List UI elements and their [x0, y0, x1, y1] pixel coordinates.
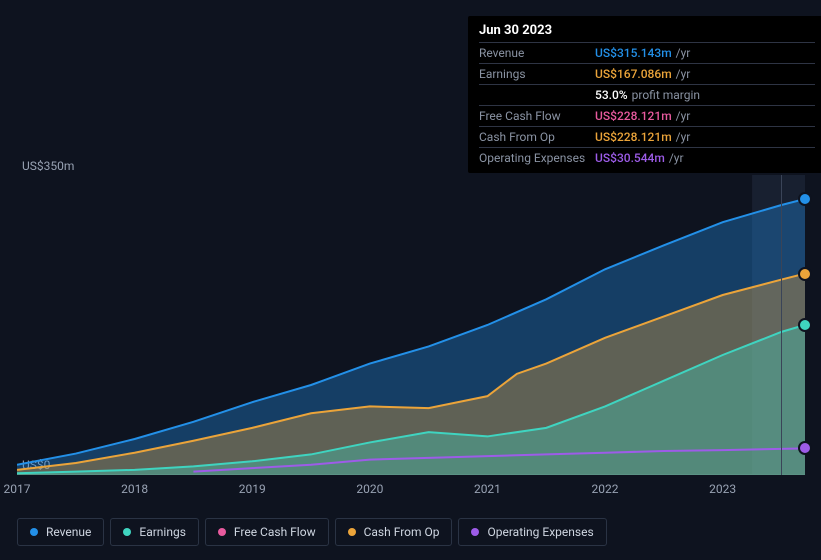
- legend-label: Earnings: [139, 525, 186, 539]
- tooltip-row: RevenueUS$315.143m/yr: [479, 42, 815, 63]
- legend-dot-icon: [348, 528, 356, 536]
- end-marker-cash_from_op: [798, 267, 812, 281]
- x-axis-label: 2018: [121, 482, 148, 496]
- tooltip-row-unit: profit margin: [632, 88, 700, 102]
- x-axis-label: 2020: [356, 482, 383, 496]
- tooltip-row-unit: /yr: [676, 46, 691, 60]
- tooltip-row-unit: /yr: [669, 151, 684, 165]
- legend-dot-icon: [471, 528, 479, 536]
- tooltip-row: 53.0% profit margin: [479, 84, 815, 105]
- chart-plot-area[interactable]: [17, 175, 805, 475]
- legend-item-opex[interactable]: Operating Expenses: [458, 518, 606, 546]
- tooltip-box: Jun 30 2023 RevenueUS$315.143m/yrEarning…: [468, 16, 821, 173]
- x-axis-label: 2023: [709, 482, 736, 496]
- legend-label: Operating Expenses: [487, 525, 593, 539]
- tooltip-row-value: 53.0%: [595, 88, 628, 102]
- legend-item-earnings[interactable]: Earnings: [110, 518, 199, 546]
- legend-label: Cash From Op: [364, 525, 440, 539]
- legend-label: Free Cash Flow: [234, 525, 316, 539]
- tooltip-row-label: Free Cash Flow: [479, 109, 595, 123]
- tooltip-row-label: Revenue: [479, 46, 595, 60]
- tooltip-row: Cash From OpUS$228.121m/yr: [479, 126, 815, 147]
- legend-dot-icon: [30, 528, 38, 536]
- x-axis-labels: 2017201820192020202120222023: [17, 482, 805, 502]
- tooltip-title: Jun 30 2023: [479, 23, 815, 38]
- tooltip-row: Operating ExpensesUS$30.544m/yr: [479, 147, 815, 168]
- legend-label: Revenue: [46, 525, 91, 539]
- tooltip-row-value: US$167.086m: [595, 67, 672, 81]
- tooltip-row-value: US$315.143m: [595, 46, 672, 60]
- x-axis-label: 2019: [239, 482, 266, 496]
- tooltip-row-unit: /yr: [676, 67, 691, 81]
- tooltip-row-value: US$228.121m: [595, 130, 672, 144]
- end-marker-earnings: [798, 318, 812, 332]
- tooltip-row: Free Cash FlowUS$228.121m/yr: [479, 105, 815, 126]
- x-axis-label: 2022: [592, 482, 619, 496]
- legend-dot-icon: [218, 528, 226, 536]
- hover-guideline: [781, 175, 782, 475]
- tooltip-row-label: Cash From Op: [479, 130, 595, 144]
- end-marker-revenue: [798, 192, 812, 206]
- y-axis-label-top: US$350m: [22, 159, 74, 173]
- tooltip-row-unit: /yr: [676, 130, 691, 144]
- tooltip-row-label: Earnings: [479, 67, 595, 81]
- x-axis-label: 2017: [4, 482, 31, 496]
- legend-item-fcf[interactable]: Free Cash Flow: [205, 518, 329, 546]
- end-marker-opex: [798, 441, 812, 455]
- legend: Revenue Earnings Free Cash Flow Cash From O…: [17, 518, 607, 546]
- legend-dot-icon: [123, 528, 131, 536]
- legend-item-revenue[interactable]: Revenue: [17, 518, 104, 546]
- legend-item-cash_from_op[interactable]: Cash From Op: [335, 518, 453, 546]
- tooltip-row-unit: /yr: [676, 109, 691, 123]
- x-axis-label: 2021: [474, 482, 501, 496]
- tooltip-row-value: US$30.544m: [595, 151, 665, 165]
- tooltip-row: EarningsUS$167.086m/yr: [479, 63, 815, 84]
- tooltip-row-value: US$228.121m: [595, 109, 672, 123]
- tooltip-row-label: Operating Expenses: [479, 151, 595, 165]
